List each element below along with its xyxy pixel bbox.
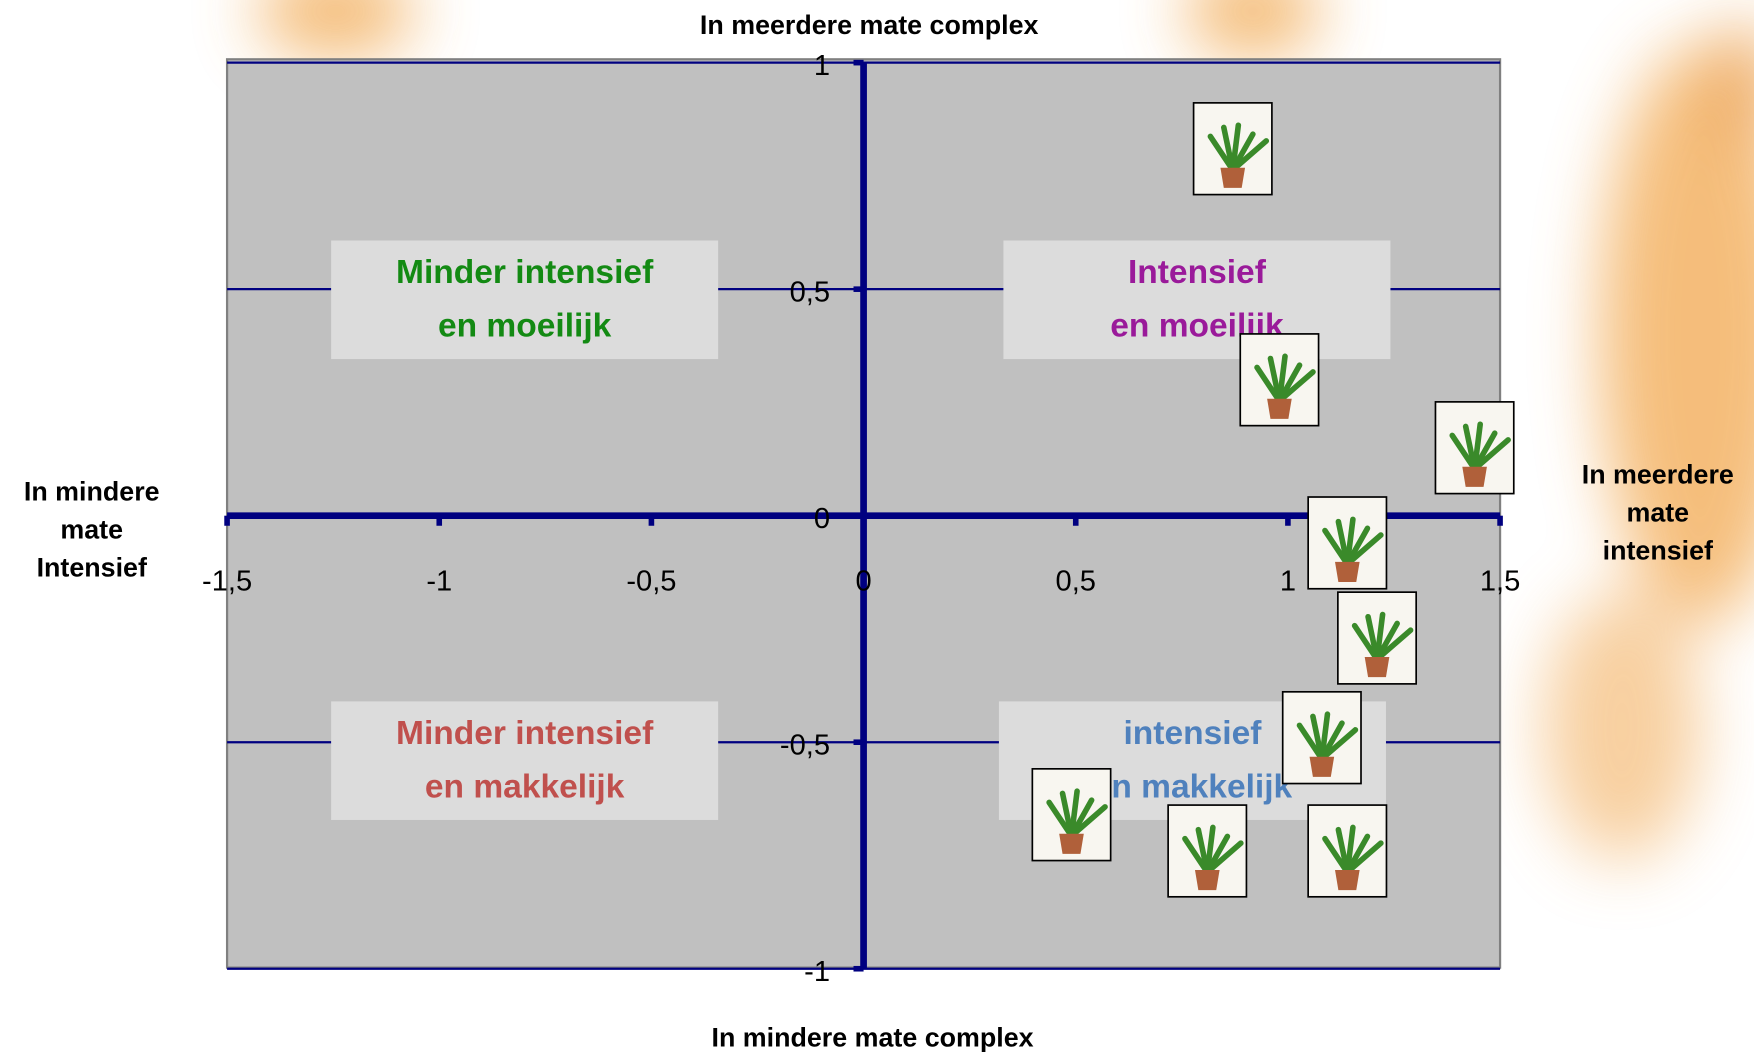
pot bbox=[1335, 869, 1360, 891]
leaf bbox=[1068, 804, 1108, 839]
left-axis-title: Intensief bbox=[37, 552, 147, 582]
quadrant-label: Minder intensief bbox=[396, 254, 654, 291]
pot bbox=[1267, 398, 1292, 419]
x-tick-label: 0 bbox=[855, 566, 871, 598]
y-tick-label: -0,5 bbox=[780, 729, 830, 761]
leaf bbox=[1276, 369, 1316, 404]
leaf bbox=[1344, 840, 1384, 875]
quadrant-box bbox=[331, 701, 719, 820]
right-axis-title: mate bbox=[1626, 498, 1689, 528]
top-axis-title: In meerdere mate complex bbox=[700, 10, 1039, 40]
quadrant-label: en makkelijk bbox=[1093, 768, 1293, 805]
pot bbox=[1220, 167, 1246, 188]
quadrant-box bbox=[331, 240, 719, 360]
plant-marker bbox=[1031, 768, 1112, 862]
quadrant-label: intensief bbox=[1123, 715, 1262, 752]
plant-marker bbox=[1192, 102, 1273, 196]
plant-marker bbox=[1239, 333, 1320, 427]
pot bbox=[1059, 833, 1084, 854]
pot bbox=[1194, 869, 1220, 891]
quadrant-label: Minder intensief bbox=[396, 715, 654, 752]
x-tick-label: -1,5 bbox=[202, 566, 252, 598]
y-tick-label: 0,5 bbox=[790, 276, 830, 308]
x-tick-label: -0,5 bbox=[626, 566, 676, 598]
leaf bbox=[1374, 627, 1414, 663]
leaf bbox=[1229, 138, 1270, 173]
y-tick-label: 1 bbox=[814, 50, 830, 82]
left-axis-title: mate bbox=[60, 514, 123, 544]
quadrant-label: en makkelijk bbox=[425, 768, 625, 805]
plant-marker bbox=[1337, 591, 1418, 685]
right-axis-title: In meerdere bbox=[1582, 460, 1734, 490]
plant-marker bbox=[1434, 401, 1515, 495]
plant-marker bbox=[1281, 690, 1362, 785]
quadrant-label: en moeilijk bbox=[438, 308, 612, 345]
leaf bbox=[1319, 727, 1359, 762]
right-axis-title: intensief bbox=[1603, 536, 1713, 566]
left-axis-title: In mindere bbox=[24, 476, 160, 506]
x-tick-label: 1 bbox=[1280, 566, 1296, 598]
plant-marker bbox=[1307, 804, 1388, 898]
pot bbox=[1364, 657, 1390, 678]
x-tick-label: 0,5 bbox=[1056, 566, 1096, 598]
quadrant-box bbox=[1003, 240, 1391, 360]
y-tick-label: -1 bbox=[804, 956, 830, 988]
x-tick-label: -1 bbox=[426, 566, 452, 598]
x-tick-label: 1,5 bbox=[1480, 566, 1520, 598]
pot bbox=[1462, 466, 1487, 487]
plant-marker bbox=[1307, 496, 1388, 590]
pot bbox=[1335, 561, 1360, 583]
bottom-axis-title: In mindere mate complex bbox=[712, 1022, 1034, 1052]
leaf bbox=[1204, 840, 1244, 875]
leaf bbox=[1344, 532, 1384, 567]
leaf bbox=[1471, 437, 1511, 472]
background-decoration bbox=[257, 0, 1754, 862]
pot bbox=[1309, 756, 1335, 777]
quadrant-label: Intensief bbox=[1128, 254, 1267, 291]
plant-marker bbox=[1167, 804, 1248, 898]
y-tick-label: 0 bbox=[814, 503, 830, 535]
